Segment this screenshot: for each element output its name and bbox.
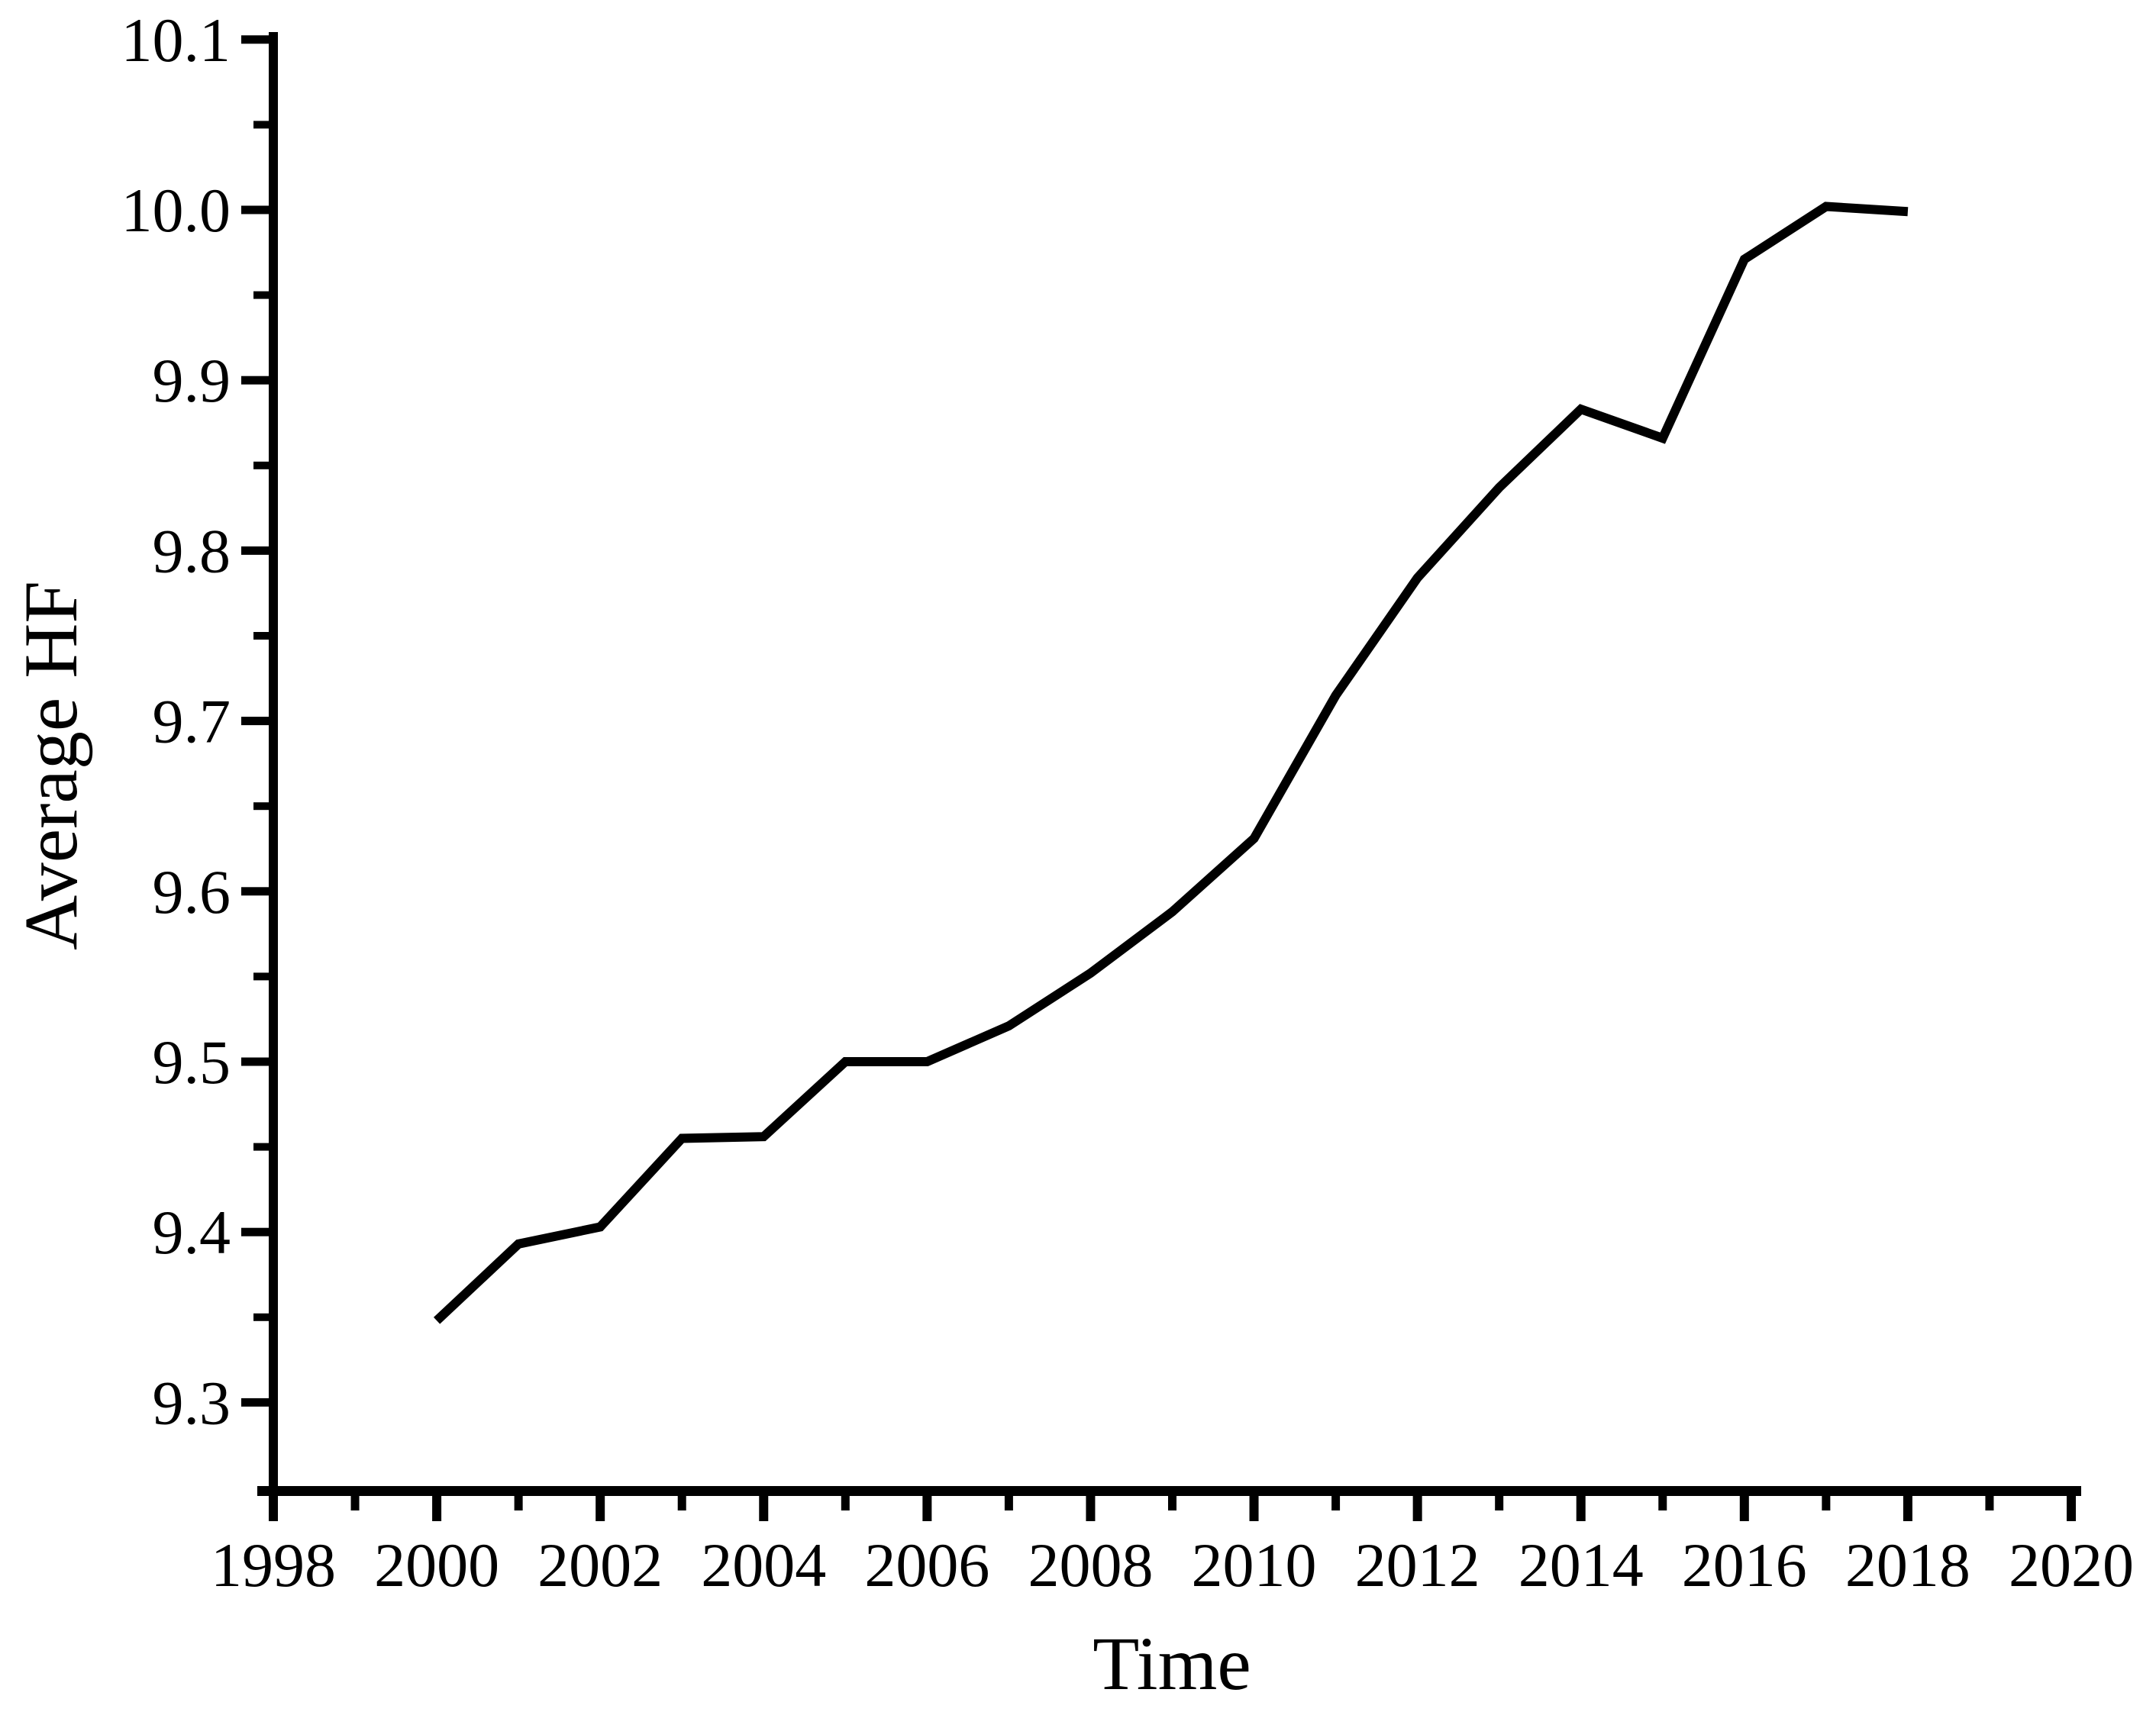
x-tick-label: 2002 xyxy=(537,1530,663,1600)
y-major-ticks xyxy=(241,35,278,1407)
y-minor-tick xyxy=(253,632,278,640)
y-axis-title: Average HF xyxy=(8,581,93,950)
y-major-tick xyxy=(241,376,278,385)
x-minor-tick xyxy=(677,1486,686,1510)
y-tick-labels: 10.1 10.0 9.9 9.8 9.7 9.6 9.5 9.4 9.3 xyxy=(121,5,231,1438)
y-tick-label: 9.3 xyxy=(153,1368,231,1437)
x-tick-label: 2014 xyxy=(1519,1530,1644,1600)
y-major-tick xyxy=(241,887,278,896)
x-minor-tick xyxy=(1004,1486,1013,1510)
y-major-tick xyxy=(241,205,278,214)
y-major-tick xyxy=(241,1227,278,1236)
x-minor-ticks xyxy=(350,1486,1994,1510)
y-major-tick xyxy=(241,717,278,726)
x-tick-label: 2004 xyxy=(701,1530,826,1600)
x-axis-title: Time xyxy=(1093,1621,1251,1706)
y-tick-label: 9.4 xyxy=(153,1198,231,1267)
y-minor-tick xyxy=(253,802,278,811)
y-major-tick xyxy=(241,35,278,44)
x-tick-label: 2000 xyxy=(374,1530,499,1600)
y-minor-tick xyxy=(253,972,278,981)
x-tick-label: 2006 xyxy=(864,1530,989,1600)
x-minor-tick xyxy=(841,1486,850,1510)
y-major-tick xyxy=(241,1057,278,1066)
x-minor-tick xyxy=(350,1486,360,1510)
x-minor-tick xyxy=(1167,1486,1176,1510)
y-minor-ticks xyxy=(253,121,278,1321)
x-tick-label: 2008 xyxy=(1028,1530,1153,1600)
x-minor-tick xyxy=(514,1486,523,1510)
y-major-tick xyxy=(241,546,278,555)
x-tick-label: 2010 xyxy=(1192,1530,1317,1600)
x-minor-tick xyxy=(1822,1486,1831,1510)
y-tick-label: 10.0 xyxy=(121,176,231,245)
x-tick-label: 2018 xyxy=(1845,1530,1970,1600)
x-minor-tick xyxy=(1985,1486,1994,1510)
y-tick-label: 10.1 xyxy=(121,5,231,75)
data-series-line xyxy=(433,201,1909,1324)
y-axis-line xyxy=(269,32,278,1496)
y-tick-label: 9.8 xyxy=(153,516,231,585)
y-minor-tick xyxy=(253,291,278,299)
y-minor-tick xyxy=(253,121,278,129)
x-minor-tick xyxy=(1658,1486,1667,1510)
y-major-tick xyxy=(241,1398,278,1407)
x-minor-tick xyxy=(1331,1486,1341,1510)
y-tick-label: 9.9 xyxy=(153,346,231,415)
x-tick-label: 2016 xyxy=(1682,1530,1807,1600)
y-minor-tick xyxy=(253,461,278,469)
x-tick-labels: 1998 2000 2002 2004 2006 2008 2010 2012 2014 2016… xyxy=(211,1530,2134,1600)
y-minor-tick xyxy=(253,1313,278,1321)
y-tick-label: 9.7 xyxy=(153,687,231,756)
x-axis-line xyxy=(257,1486,2081,1496)
x-tick-label: 2012 xyxy=(1355,1530,1480,1600)
x-tick-label: 1998 xyxy=(211,1530,336,1600)
y-tick-label: 9.5 xyxy=(153,1027,231,1097)
y-tick-label: 9.6 xyxy=(153,857,231,927)
x-minor-tick xyxy=(1495,1486,1504,1510)
x-tick-label: 2020 xyxy=(2009,1530,2134,1600)
y-minor-tick xyxy=(253,1143,278,1151)
